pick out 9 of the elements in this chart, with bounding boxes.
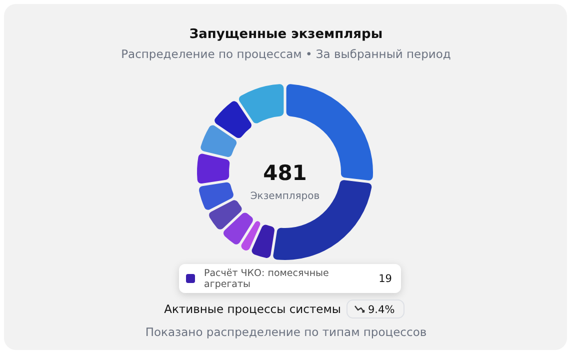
text: Экземпляров — [250, 191, 320, 202]
text: Показано распределение по типам процессов — [145, 325, 427, 339]
chart-title: Запущенные экземпляры — [189, 27, 383, 42]
chart-subtitle: Распределение по процессам • За выбранный период — [121, 47, 451, 61]
legend-label: Расчёт ЧКО: помесячные агрегаты — [204, 268, 330, 290]
text: 9.4% — [368, 304, 395, 316]
text: Активные процессы системы — [164, 302, 341, 316]
text: 481 — [263, 161, 307, 185]
data-label: 19 — [378, 273, 392, 285]
